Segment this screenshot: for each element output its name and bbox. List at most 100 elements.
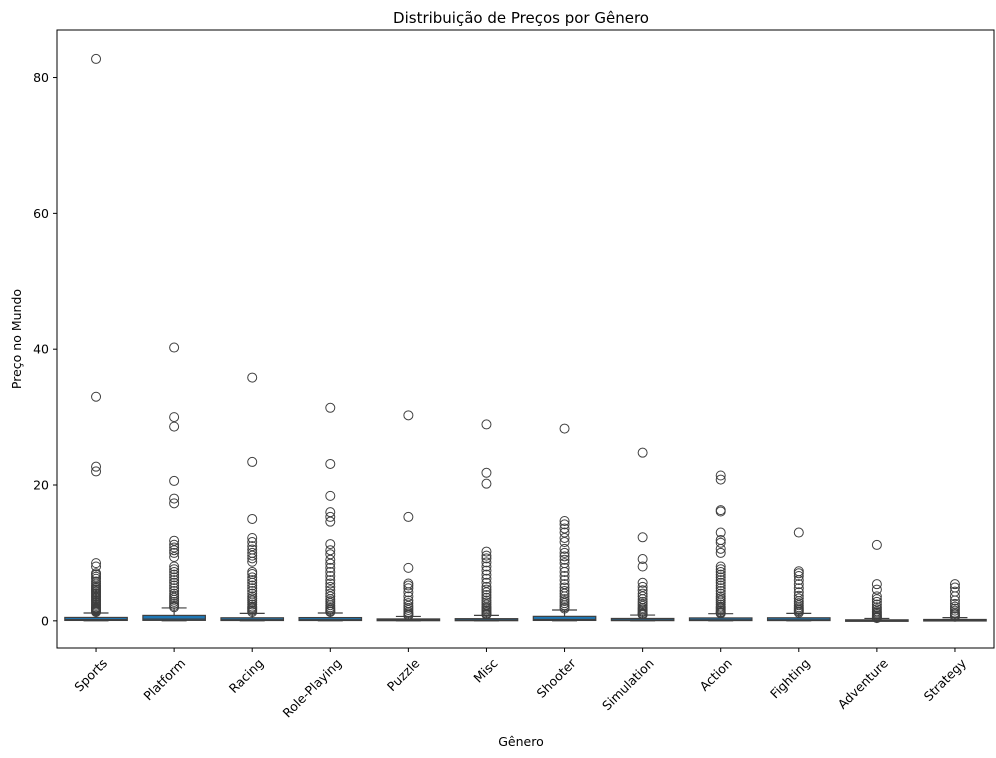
outlier-point <box>91 391 102 402</box>
outlier-point <box>559 579 570 590</box>
outlier-point <box>715 577 726 588</box>
outlier-point <box>247 541 258 552</box>
outlier-point <box>481 553 492 564</box>
outlier-point <box>715 506 726 517</box>
outlier-point <box>247 572 258 583</box>
box-group-simulation <box>610 447 675 622</box>
outlier-point <box>637 561 648 572</box>
outlier-point <box>247 577 258 588</box>
outlier-point <box>871 579 882 590</box>
outlier-point <box>481 546 492 557</box>
outlier-point <box>715 474 726 485</box>
outlier-point <box>481 584 492 595</box>
outlier-point <box>949 579 960 590</box>
outlier-point <box>169 535 180 546</box>
outlier-point <box>247 537 258 548</box>
outlier-point <box>715 564 726 575</box>
outlier-point <box>637 588 648 599</box>
outlier-point <box>169 412 180 423</box>
outlier-point <box>91 558 102 569</box>
outlier-point <box>481 590 492 601</box>
y-tick-label: 80 <box>33 70 49 85</box>
outlier-point <box>325 562 336 573</box>
outlier-point <box>481 565 492 576</box>
outlier-point <box>637 532 648 543</box>
outlier-point <box>325 581 336 592</box>
outlier-point <box>247 583 258 594</box>
outlier-point <box>559 423 570 434</box>
y-tick-label: 40 <box>33 342 49 357</box>
plot-area <box>64 53 987 624</box>
outlier-point <box>325 490 336 501</box>
outlier-point <box>715 543 726 554</box>
outlier-point <box>403 591 414 602</box>
outlier-point <box>559 523 570 534</box>
outlier-point <box>169 583 180 594</box>
outlier-point <box>715 575 726 586</box>
outlier-point <box>91 466 102 477</box>
y-axis: 0 20 40 60 80 <box>33 70 57 628</box>
outlier-point <box>481 587 492 598</box>
outlier-point <box>559 543 570 554</box>
outlier-point <box>325 545 336 556</box>
box-iqr <box>64 616 128 622</box>
outlier-point <box>559 547 570 558</box>
plot-frame <box>56 29 995 649</box>
outlier-point <box>481 561 492 572</box>
box-group-platform <box>142 342 206 622</box>
box-group-strategy <box>923 579 987 622</box>
box-group-shooter <box>532 423 597 622</box>
outlier-point <box>481 419 492 430</box>
outlier-point <box>559 554 570 565</box>
outlier-point <box>871 599 882 610</box>
outlier-point <box>169 580 180 591</box>
outlier-point <box>403 511 414 522</box>
outlier-point <box>247 372 258 383</box>
box-group-sports <box>64 53 128 622</box>
outlier-point <box>403 562 414 573</box>
outlier-point <box>559 519 570 530</box>
outlier-point <box>247 456 258 467</box>
box-iqr <box>532 615 597 622</box>
outlier-point <box>247 556 258 567</box>
box-iqr <box>766 617 831 622</box>
box-group-action <box>688 470 753 622</box>
outlier-point <box>559 532 570 543</box>
outlier-point <box>871 594 882 605</box>
outlier-point <box>793 575 804 586</box>
outlier-point <box>247 532 258 543</box>
y-tick-label: 20 <box>33 478 49 493</box>
outlier-point <box>871 584 882 595</box>
outlier-point <box>169 545 180 556</box>
outlier-point <box>559 551 570 562</box>
outlier-point <box>715 527 726 538</box>
chart-title: Distribuição de Preços por Gênero <box>393 9 649 27</box>
outlier-point <box>559 562 570 573</box>
outlier-point <box>715 561 726 572</box>
outlier-point <box>715 566 726 577</box>
outlier-point <box>403 583 414 594</box>
outlier-point <box>559 516 570 527</box>
outlier-point <box>481 569 492 580</box>
outlier-point <box>169 475 180 486</box>
outlier-point <box>169 577 180 588</box>
outlier-point <box>871 591 882 602</box>
outlier-point <box>481 467 492 478</box>
outlier-point <box>169 342 180 353</box>
outlier-point <box>325 516 336 527</box>
outlier-point <box>169 551 180 562</box>
outlier-point <box>559 527 570 538</box>
box-iqr <box>142 614 206 621</box>
outlier-point <box>91 53 102 64</box>
outlier-point <box>325 549 336 560</box>
outlier-point <box>169 569 180 580</box>
outlier-point <box>325 575 336 586</box>
outlier-point <box>793 583 804 594</box>
outlier-point <box>325 571 336 582</box>
outlier-point <box>559 537 570 548</box>
outlier-point <box>247 575 258 586</box>
outlier-point <box>169 421 180 432</box>
outlier-point <box>247 580 258 591</box>
y-axis-title: Preço no Mundo <box>9 289 24 389</box>
